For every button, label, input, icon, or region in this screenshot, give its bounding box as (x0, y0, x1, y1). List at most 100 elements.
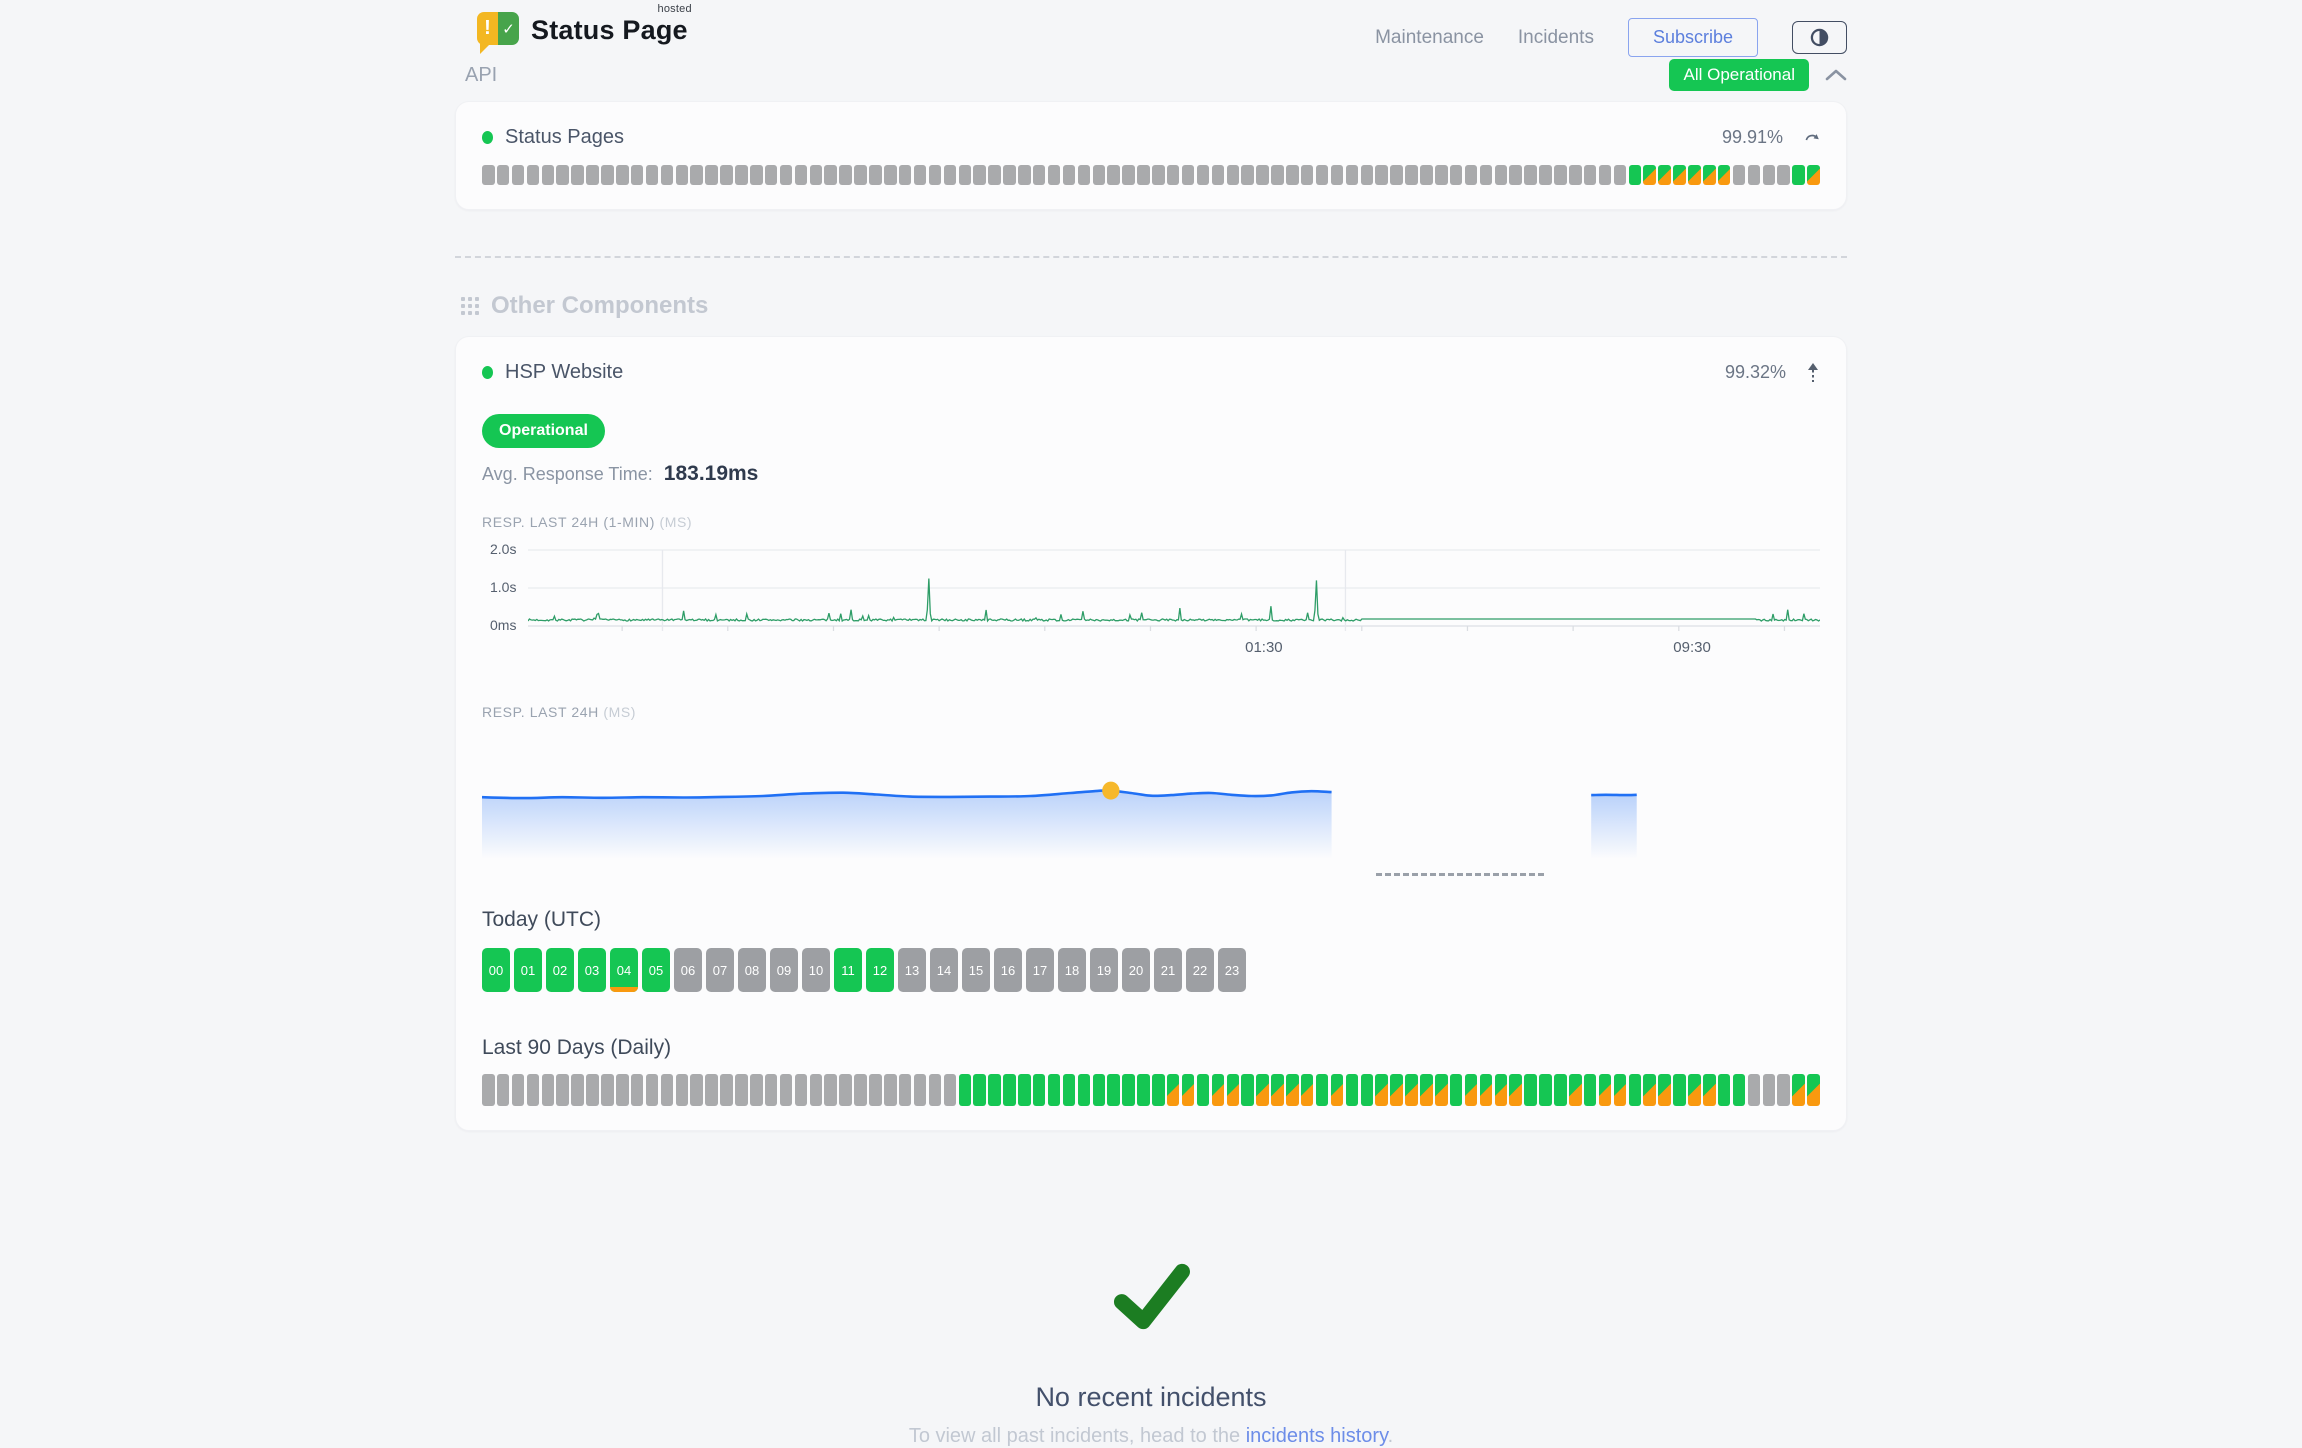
uptime-bar-degraded (1613, 1074, 1627, 1106)
y-tick-label: 2.0s (490, 541, 517, 557)
uptime-bar-none (839, 1074, 852, 1106)
uptime-bar-none (630, 165, 644, 185)
y-tick-label: 1.0s (490, 579, 517, 595)
hour-block-07: 07 (706, 948, 734, 992)
uptime-bar-degraded (1256, 1074, 1269, 1106)
subscribe-button[interactable]: Subscribe (1627, 18, 1758, 57)
uptime-bar-none (496, 1074, 510, 1106)
uptime-bar-none (973, 165, 986, 185)
chart1-label: RESP. LAST 24H (1-MIN) (MS) (482, 514, 693, 530)
uptime-bar-degraded (1479, 1074, 1493, 1106)
uptime-bar-none (1509, 165, 1522, 185)
grid-icon (461, 297, 479, 315)
hour-block-02: 02 (546, 948, 574, 992)
uptime-bar-none (1449, 165, 1463, 185)
nav-maintenance[interactable]: Maintenance (1375, 26, 1484, 48)
uptime-bar-none (496, 165, 510, 185)
uptime-bar-up (1077, 1074, 1091, 1106)
uptime-bar-none (1747, 165, 1761, 185)
uptime-bar-none (660, 165, 674, 185)
uptime-bar-none (690, 1074, 703, 1106)
uptime-bar-degraded (1286, 1074, 1299, 1106)
uptime-bar-up (1673, 1074, 1686, 1106)
brand-name: Status Page hosted (531, 2, 692, 45)
chart2-label: RESP. LAST 24H (MS) (482, 704, 637, 720)
uptime-bar-up (1628, 165, 1642, 185)
uptime-bar-up (1315, 1074, 1329, 1106)
component-name: HSP Website (505, 361, 624, 383)
uptime-bar-none (1122, 165, 1135, 185)
hour-block-12: 12 (866, 948, 894, 992)
uptime-bar-degraded (1181, 1074, 1195, 1106)
uptime-bar-none (586, 1074, 599, 1106)
uptime-bar-none (913, 165, 927, 185)
uptime-bar-degraded (1509, 1074, 1522, 1106)
uptime-bar-none (943, 1074, 957, 1106)
chevron-up-icon[interactable] (1825, 68, 1847, 82)
line-chart-plot (528, 538, 1820, 638)
uptime-bar-degraded (1494, 1074, 1508, 1106)
uptime-bar-none (1047, 165, 1061, 185)
hour-block-06: 06 (674, 948, 702, 992)
uptime-bar-none (898, 165, 912, 185)
uptime-bar-degraded (1405, 1074, 1418, 1106)
api-section-header: API All Operational (455, 59, 1847, 91)
uptime-bar-none (705, 165, 718, 185)
status-dot (482, 131, 493, 144)
uptime-bar-none (824, 165, 837, 185)
x-tick-label: 01:30 (1245, 639, 1283, 656)
refresh-icon (1805, 134, 1819, 141)
uptime-bar-up (1717, 1074, 1731, 1106)
uptime-bar-none (943, 165, 957, 185)
hour-block-21: 21 (1154, 948, 1182, 992)
uptime-bar-none (556, 1074, 569, 1106)
uptime-bar-degraded (1703, 165, 1716, 185)
uptime-bar-degraded (1330, 1074, 1344, 1106)
uptime-bar-degraded (1658, 1074, 1671, 1106)
uptime-bar-none (556, 165, 569, 185)
nav-incidents[interactable]: Incidents (1517, 26, 1594, 48)
collapse-up-arrow-icon[interactable] (1806, 362, 1820, 383)
logo-tail (480, 43, 491, 54)
uptime-bar-degraded (1598, 1074, 1612, 1106)
uptime-bar-none (1226, 165, 1240, 185)
uptime-bar-up (958, 1074, 971, 1106)
uptime-bar-none (1777, 1074, 1790, 1106)
uptime-bar-none (779, 1074, 793, 1106)
uptime-bar-none (586, 165, 599, 185)
uptime-bar-none (1092, 165, 1106, 185)
uptime-bar-up (1137, 1074, 1150, 1106)
avg-response-row: Avg. Response Time: 183.19ms (482, 462, 1820, 486)
chart1-unit: (MS) (659, 514, 693, 530)
uptime-bar-none (809, 1074, 823, 1106)
uptime-bar-none (1241, 165, 1254, 185)
uptime-bar-none (541, 165, 555, 185)
hour-block-17: 17 (1026, 948, 1054, 992)
uptime-bar-none (1569, 165, 1582, 185)
uptime-bar-none (1479, 165, 1493, 185)
hour-block-23: 23 (1218, 948, 1246, 992)
uptime-bar-none (794, 165, 808, 185)
today-title: Today (UTC) (482, 908, 602, 931)
uptime-bar-up (973, 1074, 986, 1106)
incidents-history-link[interactable]: incidents history (1245, 1425, 1388, 1447)
contrast-icon (1810, 28, 1829, 47)
uptime-bar-none (869, 165, 882, 185)
uptime-bar-none (1732, 165, 1746, 185)
other-components-title: Other Components (491, 292, 709, 319)
uptime-bar-none (482, 165, 495, 185)
hsp-website-card: HSP Website 99.32% Operational Avg. Resp… (455, 336, 1847, 1131)
uptime-bar-up (1047, 1074, 1061, 1106)
operational-badge: Operational (482, 414, 605, 448)
uptime-bar-degraded (1435, 1074, 1448, 1106)
uptime-bar-degraded (1673, 165, 1686, 185)
uptime-bar-none (1196, 165, 1210, 185)
uptime-bar-none (705, 1074, 718, 1106)
uptime-bar-none (898, 1074, 912, 1106)
hour-block-15: 15 (962, 948, 990, 992)
theme-toggle-button[interactable] (1792, 21, 1847, 54)
degraded-marker (610, 987, 638, 992)
hour-block-04: 04 (610, 948, 638, 992)
hour-block-20: 20 (1122, 948, 1150, 992)
uptime-bar-none (1345, 165, 1359, 185)
